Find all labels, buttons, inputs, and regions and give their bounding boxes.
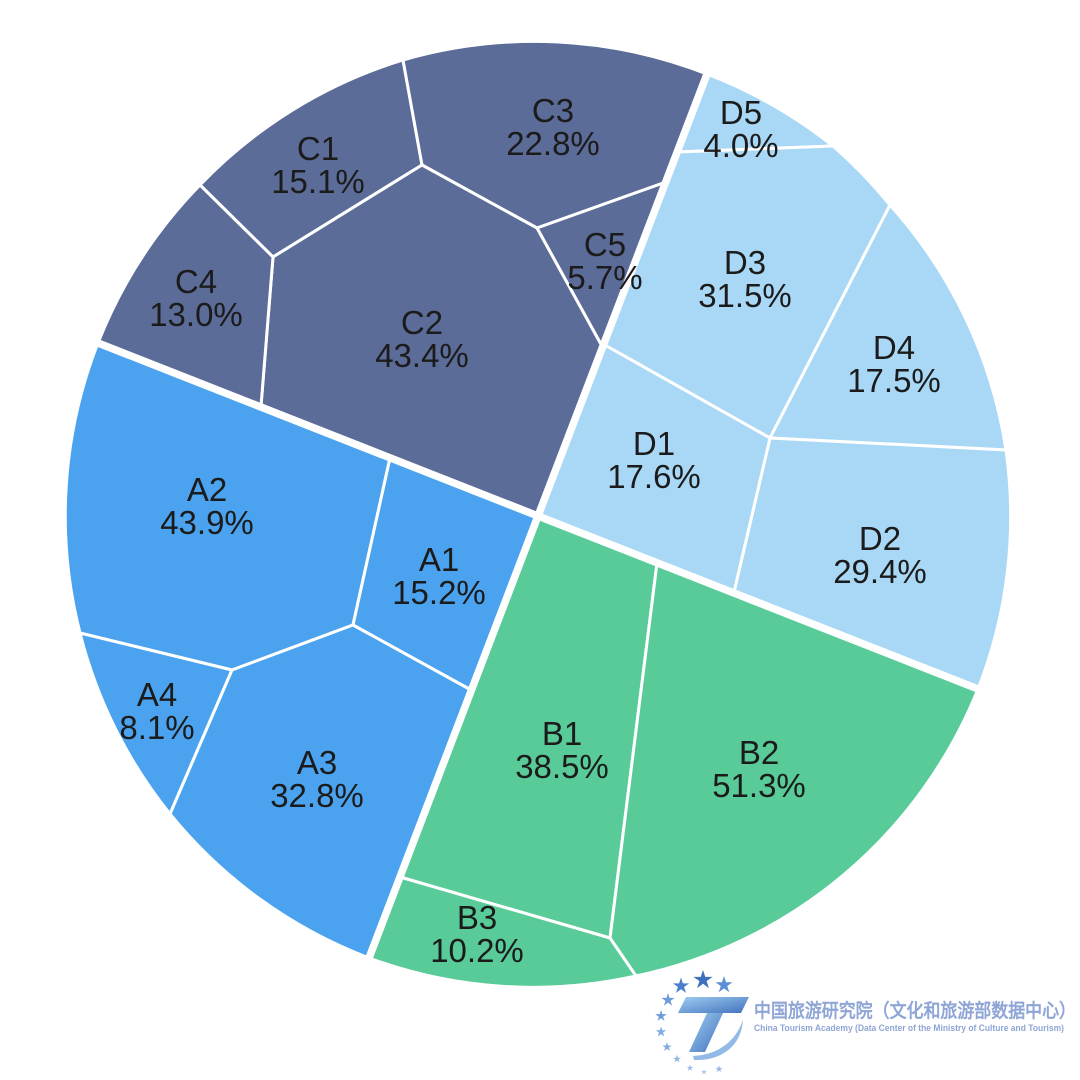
label-B3: B3 10.2% (430, 899, 524, 969)
quadrant-divider-bottom (365, 512, 542, 962)
label-B2: B2 51.3% (712, 734, 806, 804)
star-icon (655, 1010, 667, 1021)
label-C2: C2 43.4% (375, 304, 469, 374)
label-D4: D4 17.5% (847, 329, 941, 399)
label-D2: D2 29.4% (833, 520, 927, 590)
cell-B2 (608, 561, 980, 978)
label-C1: C1 15.1% (271, 130, 365, 200)
cell-C4 (96, 183, 275, 408)
label-C3: C3 22.8% (506, 92, 600, 162)
logo-subtitle-en: China Tourism Academy (Data Center of th… (754, 1023, 1064, 1034)
logo-title-cn: 中国旅游研究院（文化和旅游部数据中心） (754, 999, 1076, 1022)
china-tourism-academy-logo: 中国旅游研究院（文化和旅游部数据中心） China Tourism Academ… (655, 970, 1076, 1075)
label-B1: B1 38.5% (515, 715, 609, 785)
label-D3: D3 31.5% (698, 244, 792, 314)
star-icon (655, 1026, 667, 1037)
label-A4: A4 8.1% (119, 676, 194, 746)
star-icon (686, 1064, 694, 1071)
star-icon (661, 993, 675, 1006)
star-icon (715, 976, 733, 993)
star-icon (701, 1069, 707, 1075)
label-A3: A3 32.8% (270, 744, 364, 814)
logo-t-mark (678, 997, 749, 1061)
label-D5: D5 4.0% (703, 94, 778, 164)
cell-B3 (367, 875, 638, 989)
label-C5: C5 5.7% (567, 226, 642, 296)
label-A2: A2 43.9% (160, 471, 254, 541)
star-icon (715, 1065, 723, 1073)
quadrant-divider-top (534, 70, 711, 520)
star-icon (673, 1054, 681, 1063)
quadrant-divider-right (534, 512, 982, 693)
star-icon (693, 970, 713, 989)
cell-D4 (768, 203, 1008, 452)
star-icon (662, 1042, 672, 1052)
label-D1: D1 17.6% (607, 425, 701, 495)
quadrant-divider-left (94, 339, 542, 520)
star-icon (672, 977, 690, 993)
label-C4: C4 13.0% (149, 263, 243, 333)
label-A1: A1 15.2% (392, 541, 486, 611)
